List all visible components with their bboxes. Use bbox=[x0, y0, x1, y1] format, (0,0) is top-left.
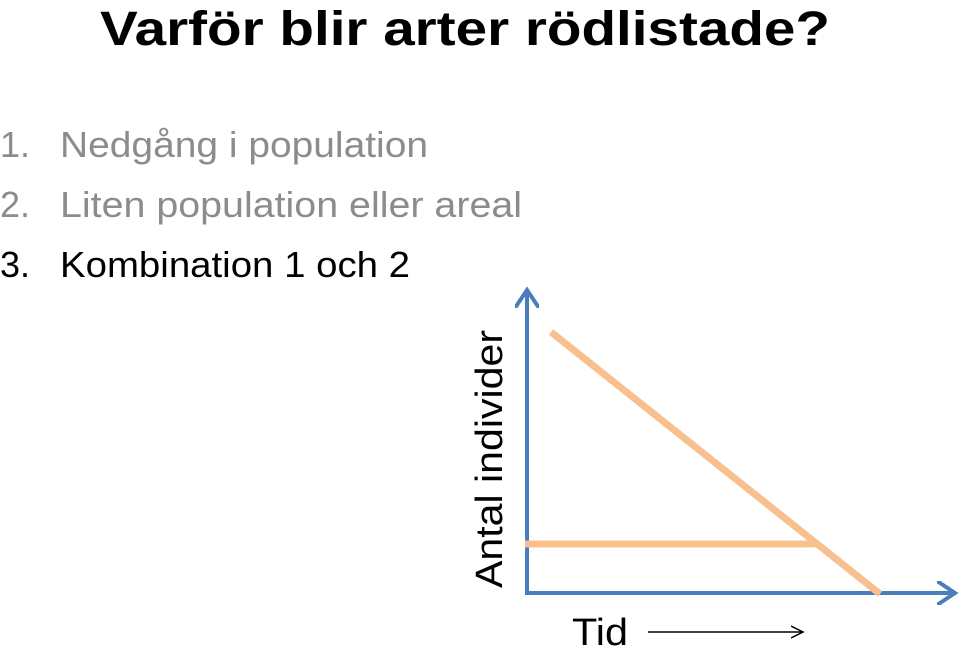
y-axis-label: Antal individer bbox=[469, 330, 511, 588]
list-number: 1. bbox=[0, 124, 30, 165]
list-number: 3. bbox=[0, 244, 30, 285]
slide-title: Varför blir arter rödlistade? bbox=[100, 3, 830, 56]
list-item: Kombination 1 och 2 bbox=[60, 244, 410, 285]
x-axis-label: Tid bbox=[572, 612, 628, 649]
list-number: 2. bbox=[0, 184, 30, 225]
list-item: Liten population eller areal bbox=[60, 184, 522, 225]
list-item: Nedgång i population bbox=[60, 124, 428, 165]
decline-line bbox=[548, 329, 883, 597]
